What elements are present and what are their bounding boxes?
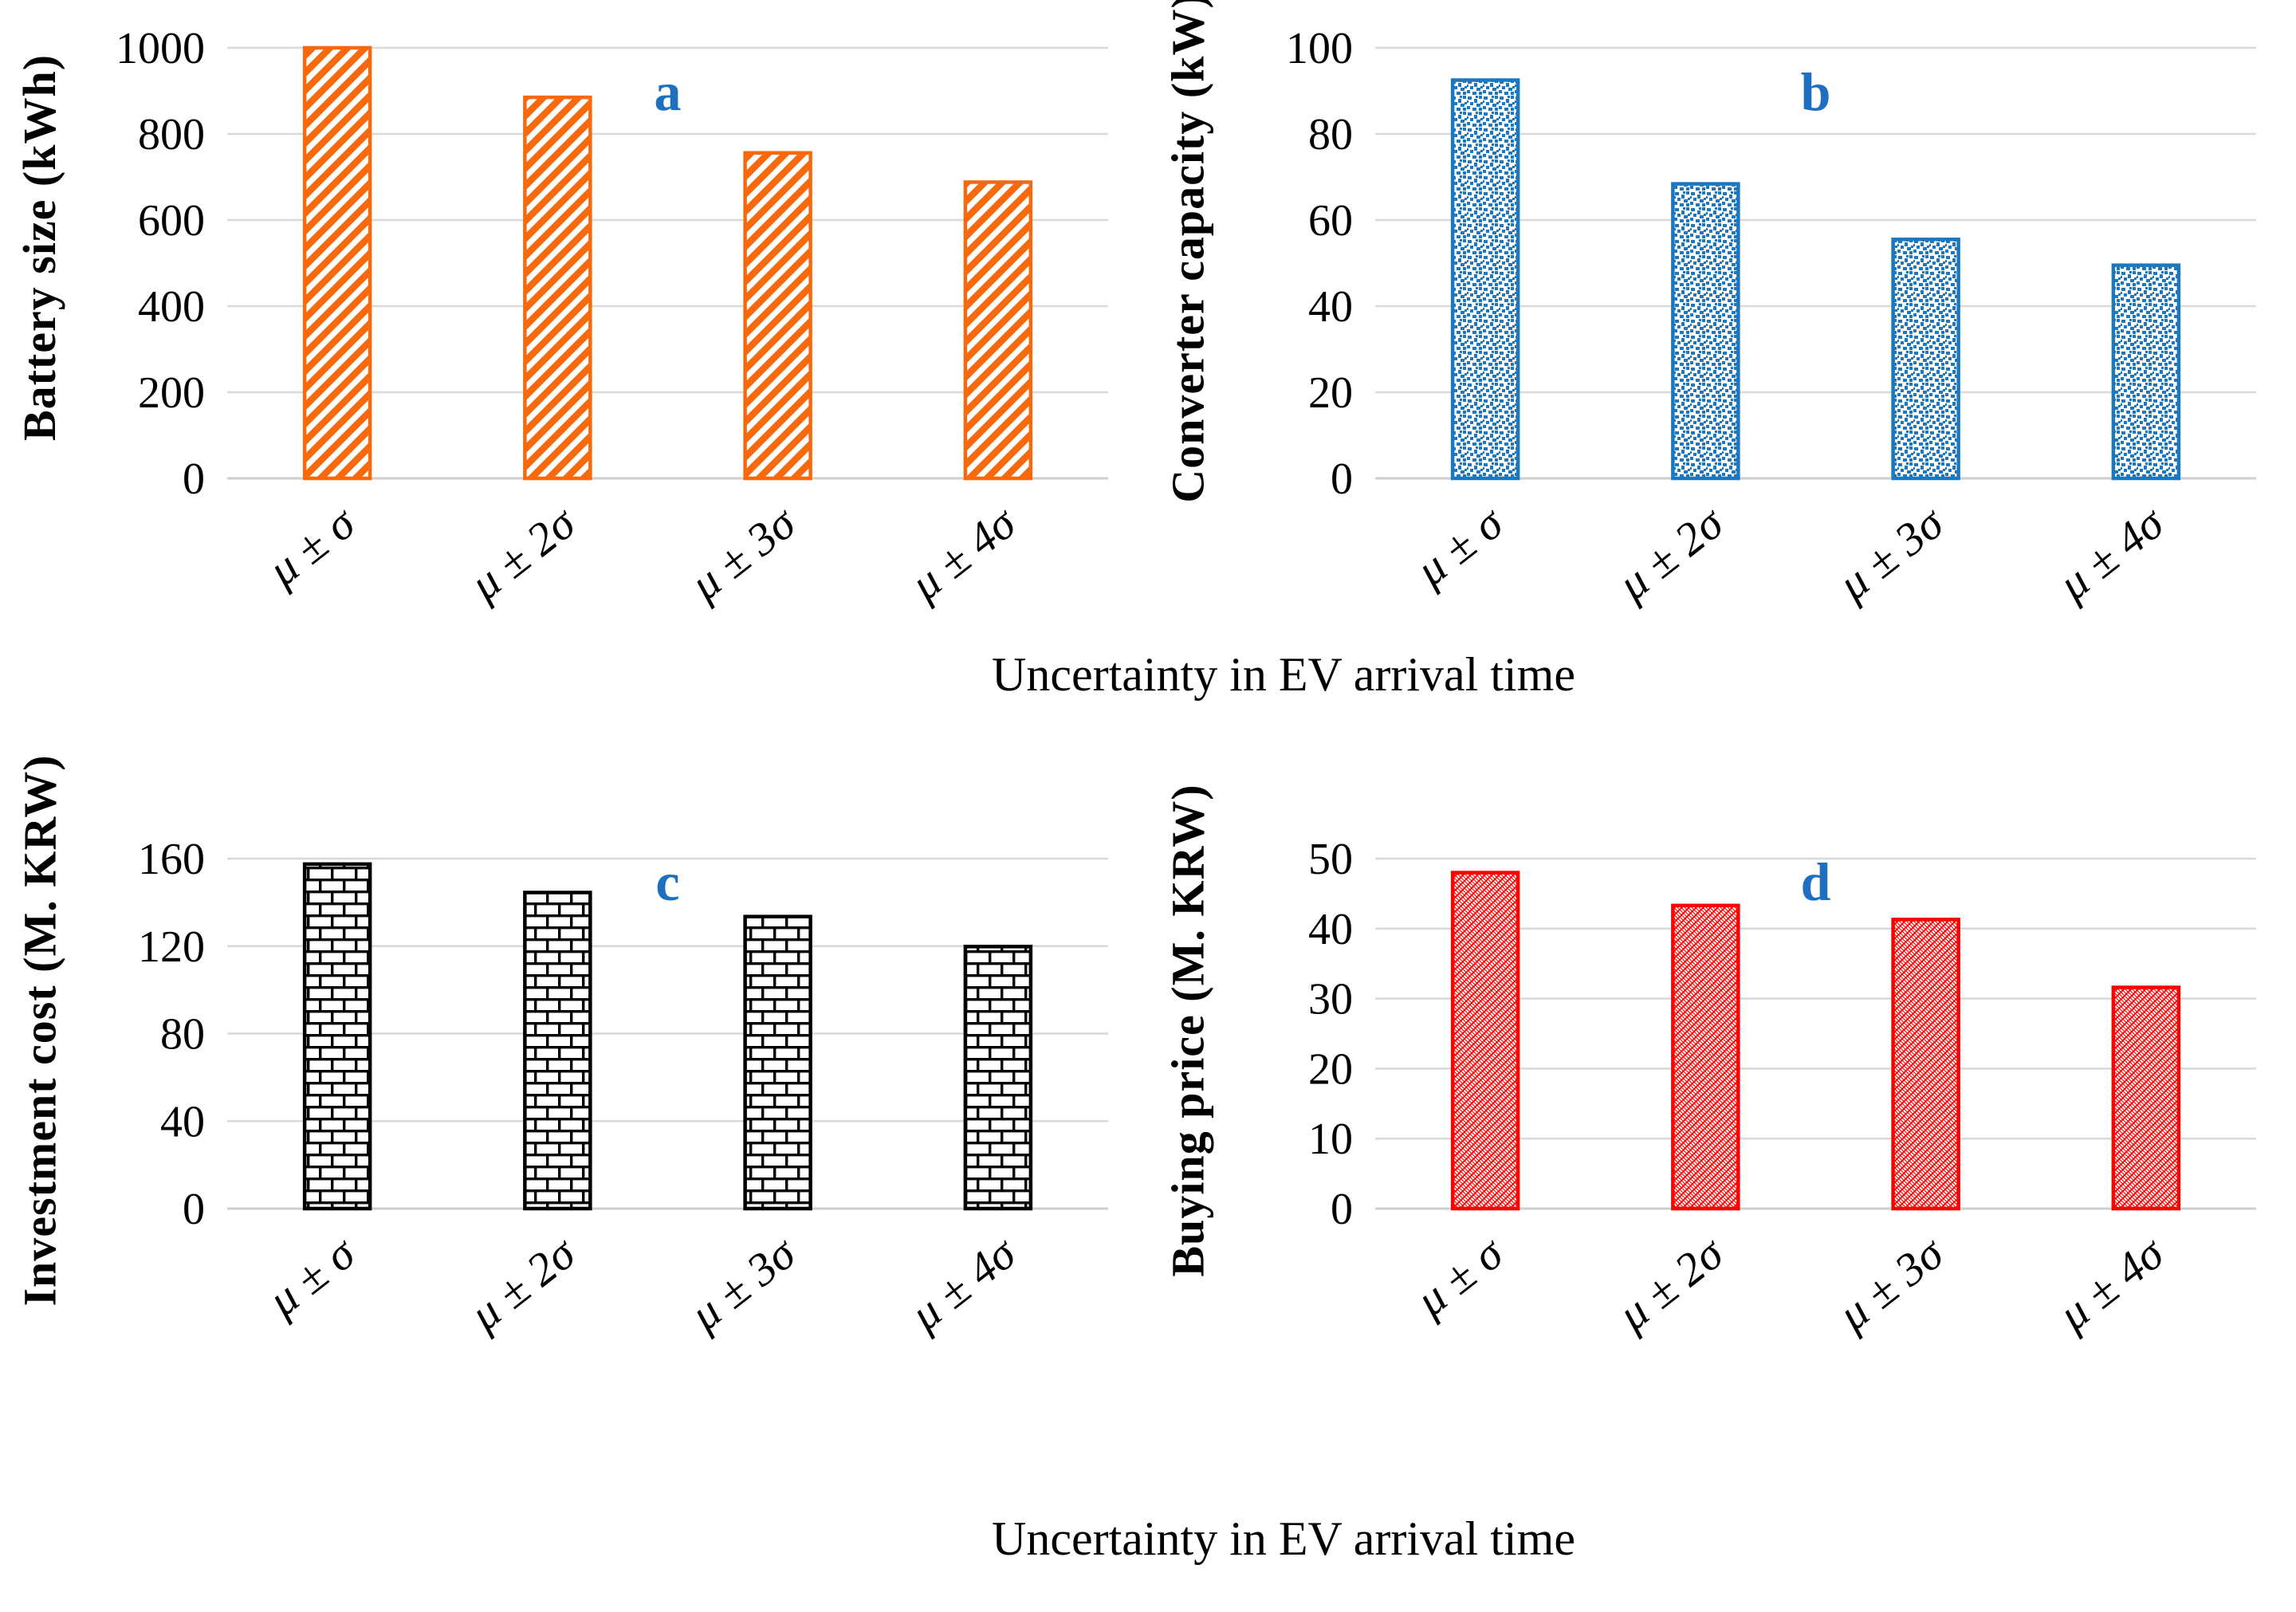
bottom-x-axis-title: Uncertainty in EV arrival time	[992, 1512, 1575, 1565]
y-tick-label: 800	[138, 110, 205, 159]
panel-c-y-axis-title: Investment cost (M. KRW)	[14, 753, 66, 1307]
y-tick-label: 160	[138, 835, 205, 884]
panel-b-y-axis-title-wrap: Converter capacity (kW)	[1148, 0, 1228, 502]
x-tick-label: μ ± 4σ	[900, 496, 1027, 611]
bar	[2111, 985, 2181, 1211]
y-tick-label: 0	[183, 1185, 205, 1234]
panel-d-y-axis-title: Buying price (M. KRW)	[1162, 783, 1214, 1277]
x-tick-label: μ ± σ	[1406, 496, 1514, 596]
y-tick-label: 40	[160, 1097, 205, 1146]
x-tick-label: μ ± 4σ	[2048, 496, 2175, 611]
y-tick-label: 120	[138, 922, 205, 972]
y-tick-label: 20	[1308, 1044, 1353, 1094]
bar	[523, 95, 592, 481]
y-tick-label: 200	[138, 368, 205, 418]
y-tick-label: 30	[1308, 975, 1353, 1024]
y-tick-label: 40	[1308, 282, 1353, 332]
y-tick-label: 400	[138, 282, 205, 332]
panel-c-y-axis-title-wrap: Investment cost (M. KRW)	[0, 754, 80, 1306]
y-tick-label: 20	[1308, 368, 1353, 418]
bar	[743, 151, 812, 481]
bar	[1450, 78, 1520, 481]
panel-d-chart: 0 10 20 30 40 50 μ ± σ μ ± 2σ μ ± 3σ μ ± 4σ d	[1308, 835, 2256, 1341]
top-row: Battery size (kWh) 0 200 400 600 800 1000 μ ± …	[0, 0, 2296, 638]
bar	[302, 45, 372, 481]
bar	[2111, 263, 2181, 481]
bar	[1450, 871, 1520, 1211]
y-tick-label: 0	[183, 454, 205, 504]
x-tick-label: μ ± 2σ	[459, 1226, 586, 1341]
y-tick-label: 80	[1308, 110, 1353, 159]
panel-a-y-axis-title: Battery size (kWh)	[14, 53, 66, 441]
panel-a-y-axis-title-wrap: Battery size (kWh)	[0, 0, 80, 494]
x-tick-label: μ ± 2σ	[459, 496, 586, 611]
bar	[743, 914, 812, 1211]
y-tick-label: 1000	[116, 24, 205, 73]
y-tick-label: 80	[160, 1010, 205, 1060]
x-tick-label: μ ± σ	[1406, 1226, 1514, 1327]
bar	[963, 180, 1033, 481]
y-tick-label: 60	[1308, 196, 1353, 246]
panel-c-chart: 0 40 80 120 160 μ ± σ μ ± 2σ μ ± 3σ μ ± 4σ c	[138, 835, 1108, 1341]
x-tick-label: μ ± 3σ	[680, 1226, 807, 1341]
panel-d: Buying price (M. KRW) 0 10 20 30 40 50 μ ± σ μ …	[1148, 784, 2296, 1468]
bar	[1891, 238, 1960, 481]
panel-b: Converter capacity (kW) 0 20 40 60 80 100 μ ± …	[1148, 0, 2296, 638]
panel-d-y-axis-title-wrap: Buying price (M. KRW)	[1148, 784, 1228, 1276]
panel-letter: b	[1801, 61, 1831, 122]
panel-letter: c	[655, 851, 679, 912]
panel-b-y-axis-title: Converter capacity (kW)	[1162, 0, 1214, 503]
x-tick-label: μ ± 3σ	[680, 496, 807, 611]
y-tick-label: 0	[1331, 1185, 1353, 1234]
x-tick-label: μ ± 3σ	[1828, 496, 1955, 611]
x-tick-label: μ ± 4σ	[2048, 1226, 2175, 1341]
bar	[523, 891, 592, 1211]
panel-letter: d	[1801, 851, 1831, 912]
x-tick-label: μ ± 2σ	[1607, 496, 1734, 611]
bar	[1891, 918, 1960, 1211]
y-tick-label: 600	[138, 196, 205, 246]
y-tick-label: 40	[1308, 905, 1353, 954]
x-tick-label: μ ± 3σ	[1828, 1226, 1955, 1341]
bar	[963, 945, 1033, 1211]
top-x-axis-title: Uncertainty in EV arrival time	[992, 648, 1575, 701]
panel-a-chart: 0 200 400 600 800 1000 μ ± σ μ ± 2σ μ ± 3σ μ ± 4σ…	[116, 24, 1108, 611]
y-tick-label: 50	[1308, 835, 1353, 884]
bottom-row: Investment cost (M. KRW) 0 40 80 120 160 μ ± …	[0, 754, 2296, 1468]
x-tick-label: μ ± 2σ	[1607, 1226, 1734, 1341]
y-tick-label: 10	[1308, 1115, 1353, 1164]
bar	[1671, 182, 1740, 481]
bar	[1671, 903, 1740, 1211]
x-tick-label: μ ± σ	[258, 1226, 366, 1327]
y-tick-label: 100	[1286, 24, 1353, 73]
x-tick-label: μ ± 4σ	[900, 1226, 1027, 1341]
x-tick-label: μ ± σ	[258, 496, 366, 596]
y-tick-label: 0	[1331, 454, 1353, 504]
panel-a: Battery size (kWh) 0 200 400 600 800 1000 μ ± …	[0, 0, 1148, 638]
bar	[302, 862, 372, 1211]
panel-letter: a	[655, 61, 682, 122]
panel-b-chart: 0 20 40 60 80 100 μ ± σ μ ± 2σ μ ± 3σ μ ± 4σ b	[1286, 24, 2256, 611]
panel-c: Investment cost (M. KRW) 0 40 80 120 160 μ ± …	[0, 754, 1148, 1468]
